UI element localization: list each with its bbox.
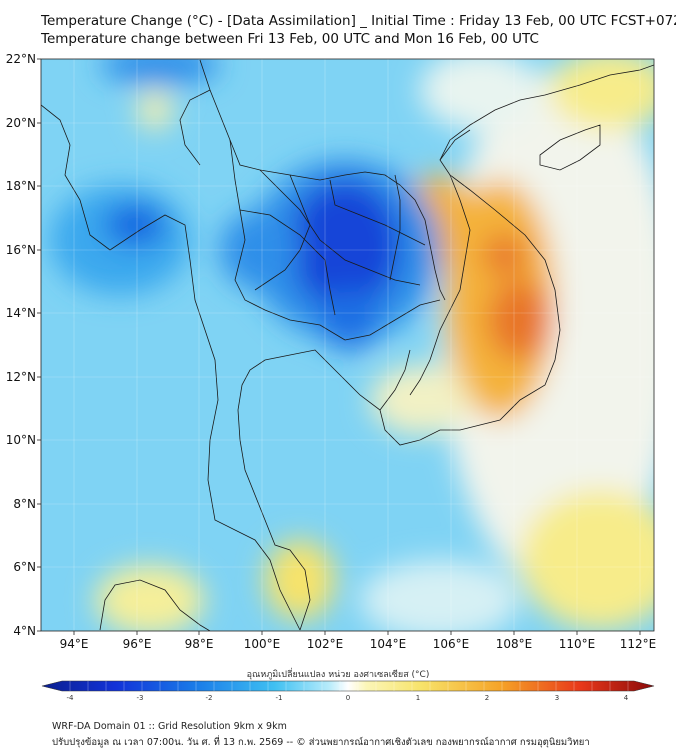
colorbar-tick-3: 3 [555, 694, 559, 702]
lat-label-18n: 18°N [6, 179, 36, 193]
gridlines [41, 59, 654, 631]
title-line-1: Temperature Change (°C) - [Data Assimila… [41, 13, 676, 29]
footer-model-info: WRF-DA Domain 01 :: Grid Resolution 9km … [52, 721, 287, 732]
colorbar-tick-minus1: -1 [276, 694, 283, 702]
lon-label-104e: 104°E [370, 637, 407, 651]
plot-frame [40, 58, 655, 632]
colorbar-tick-0: 0 [346, 694, 350, 702]
colorbar-tick-2: 2 [485, 694, 489, 702]
lat-label-10n: 10°N [6, 433, 36, 447]
lon-label-98e: 98°E [185, 637, 214, 651]
lat-label-20n: 20°N [6, 116, 36, 130]
colorbar-tick-minus2: -2 [206, 694, 213, 702]
lon-label-94e: 94°E [60, 637, 89, 651]
axis-ticks [37, 58, 641, 635]
lon-label-112e: 112°E [620, 637, 657, 651]
title-line-2: Temperature change between Fri 13 Feb, 0… [41, 31, 539, 47]
colorbar-tick-minus3: -3 [137, 694, 144, 702]
lon-label-96e: 96°E [123, 637, 152, 651]
colorbar-tick-minus4: -4 [67, 694, 75, 702]
lon-label-102e: 102°E [307, 637, 344, 651]
lat-label-22n: 22°N [6, 52, 36, 66]
lat-label-12n: 12°N [6, 370, 36, 384]
coastline-borders [41, 59, 654, 631]
lat-label-14n: 14°N [6, 306, 36, 320]
lon-label-108e: 108°E [496, 637, 533, 651]
lon-label-106e: 106°E [433, 637, 470, 651]
colorbar-tick-4: 4 [624, 694, 629, 702]
lat-label-4n: 4°N [13, 624, 36, 638]
colorbar: -4 -3 -2 -1 0 1 2 3 4 [41, 680, 655, 702]
colorbar-tick-1: 1 [416, 694, 420, 702]
lat-label-8n: 8°N [13, 497, 36, 511]
lon-label-100e: 100°E [244, 637, 281, 651]
footer-update-credit: ปรับปรุงข้อมูล ณ เวลา 07:00น. วัน ศ. ที่… [52, 737, 590, 748]
temperature-field [41, 59, 654, 631]
colorbar-title: อุณหภูมิเปลี่ยนแปลง หน่วย องศาเซลเซียส (… [246, 670, 430, 680]
lon-label-110e: 110°E [559, 637, 596, 651]
lat-label-6n: 6°N [13, 560, 36, 574]
lat-label-16n: 16°N [6, 243, 36, 257]
